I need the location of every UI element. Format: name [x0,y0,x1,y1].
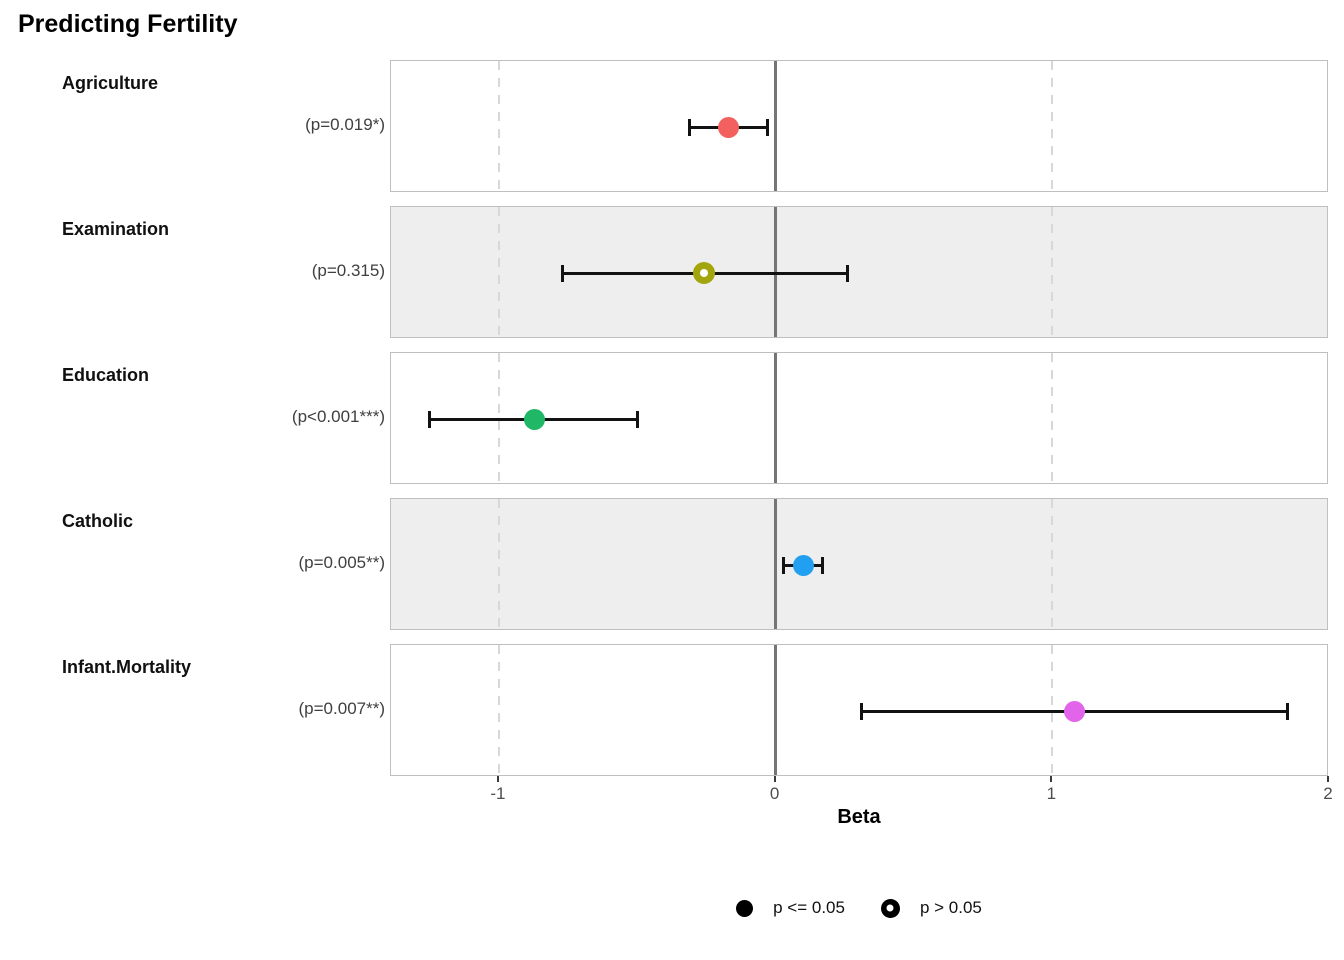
facet-p-value-label: (p=0.315) [311,261,385,280]
facet-row: Education (p<0.001***) [0,352,1344,484]
confidence-interval-cap [1285,702,1289,720]
facet-p-value-label: (p<0.001***) [291,407,385,426]
estimate-point-filled [1063,700,1085,722]
x-axis-tick-label: -1 [490,784,506,803]
legend-item: p > 0.05 [880,898,982,918]
facet-term-label: Agriculture [62,73,159,93]
dashed-gridline [1051,207,1054,337]
confidence-interval-cap [635,410,639,428]
legend-filled-circle-icon [736,899,754,917]
confidence-interval-cap [428,410,432,428]
legend-item-label: p > 0.05 [919,898,982,917]
confidence-interval-cap [688,118,692,136]
dashed-gridline [1051,61,1054,191]
facet-p-value-label: (p=0.005**) [298,553,385,572]
x-axis-tick-mark [1050,776,1053,782]
legend-item-label: p <= 0.05 [773,898,845,917]
open-point-hole [699,269,708,277]
estimate-point-filled [524,408,546,430]
facet-p-value-label: (p=0.007**) [298,699,385,718]
x-axis-tick-mark [496,776,499,782]
facet-row: Examination (p=0.315) [0,206,1344,338]
facet-panel [390,60,1328,192]
dashed-gridline [497,645,500,775]
facet-p-value-label: (p=0.019*) [305,115,385,134]
zero-reference-line [774,645,778,775]
dashed-gridline [497,499,500,629]
dashed-gridline [1051,353,1054,483]
confidence-interval-cap [821,556,825,574]
estimate-point-filled [792,554,814,576]
x-axis-tick-mark [773,776,776,782]
estimate-point-filled [718,116,740,138]
x-axis-tick-label: 1 [1046,784,1057,803]
legend-open-circle-icon [880,898,900,918]
facet-panel [390,206,1328,338]
facet-panel [390,498,1328,630]
chart-title: Predicting Fertility [18,10,238,38]
facet-term-label: Examination [62,219,170,239]
x-axis-title: Beta [837,806,881,828]
x-axis-tick-label: 2 [1323,784,1333,803]
confidence-interval-cap [561,264,565,282]
zero-reference-line [774,353,778,483]
facet-term-label: Catholic [62,511,134,531]
zero-reference-line [774,499,778,629]
facet-term-label: Education [62,365,150,385]
facet-panel [390,352,1328,484]
facet-row: Agriculture (p=0.019*) [0,60,1344,192]
x-axis-tick-mark [1327,776,1329,782]
legend: p <= 0.05 p > 0.05 [390,891,1328,925]
facet-row: Catholic (p=0.005**) [0,498,1344,630]
confidence-interval-cap [765,118,769,136]
confidence-interval-cap [782,556,786,574]
zero-reference-line [774,61,778,191]
confidence-interval-cap [846,264,850,282]
dashed-gridline [497,61,500,191]
confidence-interval-cap [859,702,863,720]
x-axis-tick-label: 0 [769,784,780,803]
facet-term-label: Infant.Mortality [62,657,191,677]
dashed-gridline [497,207,500,337]
legend-item: p <= 0.05 [736,898,845,918]
facet-panel [390,644,1328,776]
facet-row: Infant.Mortality (p=0.007**) [0,644,1344,776]
estimate-point-open [692,262,715,284]
dashed-gridline [1051,499,1054,629]
